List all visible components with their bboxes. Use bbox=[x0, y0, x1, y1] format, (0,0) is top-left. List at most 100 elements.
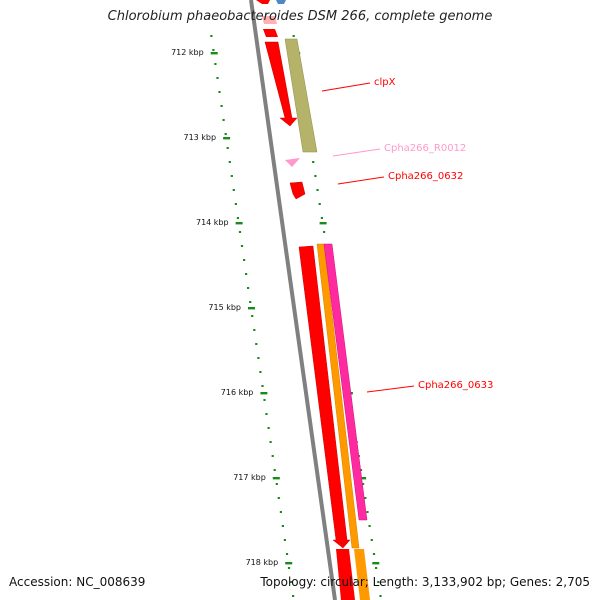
feature-top-red bbox=[256, 0, 270, 4]
gene-Cpha266_R0012 bbox=[285, 158, 300, 167]
gene-Cpha266_0633-magenta bbox=[323, 243, 368, 521]
label-Cpha266_0632[interactable]: Cpha266_0632 bbox=[388, 171, 464, 182]
ruler-dot bbox=[359, 469, 363, 471]
accession-text: Accession: NC_008639 bbox=[9, 575, 146, 589]
tick-label: 713 kbp bbox=[183, 133, 217, 142]
tick-label: 714 kbp bbox=[195, 218, 229, 227]
ruler-dot bbox=[312, 161, 315, 163]
ruler-tick-inner bbox=[285, 562, 293, 565]
ruler-dot bbox=[285, 553, 289, 555]
ruler-dot bbox=[364, 497, 367, 499]
ruler-dot bbox=[212, 49, 215, 51]
ruler-dot bbox=[314, 175, 317, 177]
callout-clpX bbox=[321, 82, 371, 92]
ruler-dot bbox=[379, 595, 382, 597]
ruler-dot bbox=[261, 385, 264, 387]
ruler-dot bbox=[249, 301, 252, 303]
ruler-dot bbox=[267, 427, 270, 429]
ruler-dot bbox=[287, 567, 291, 569]
tick-label: 715 kbp bbox=[208, 303, 241, 312]
ruler-dot bbox=[265, 413, 268, 415]
feature-top-blue bbox=[276, 0, 286, 4]
ruler-dot bbox=[320, 217, 323, 219]
ruler-dot bbox=[247, 287, 250, 289]
ruler-dot bbox=[370, 539, 373, 541]
ruler-tick-outer bbox=[372, 562, 380, 565]
genome-backbone bbox=[249, 0, 337, 600]
ruler-tick-outer bbox=[359, 477, 367, 480]
map-title: Chlorobium phaeobacteroides DSM 266, com… bbox=[107, 9, 493, 24]
ruler-dot bbox=[290, 581, 293, 583]
gene-bottom-orange bbox=[354, 549, 370, 600]
gene-Cpha266_0633-red bbox=[298, 245, 351, 549]
ruler-dot bbox=[224, 133, 227, 135]
tick-label: 716 kbp bbox=[220, 388, 254, 397]
ruler-dot bbox=[255, 343, 258, 345]
ruler-dot bbox=[257, 357, 260, 359]
ruler-tick-inner bbox=[223, 137, 231, 140]
ruler-dot bbox=[372, 553, 376, 555]
ruler-tick-inner bbox=[235, 222, 243, 225]
ruler-dot bbox=[216, 77, 219, 79]
ruler-dot bbox=[271, 455, 274, 457]
ruler-dot bbox=[214, 63, 217, 65]
ruler-dot bbox=[292, 595, 295, 597]
ruler-dot bbox=[375, 567, 378, 569]
gene-arrow-red-1 bbox=[263, 29, 278, 37]
ruler-dot bbox=[210, 35, 213, 37]
gene-Cpha266_0632 bbox=[289, 181, 306, 200]
ruler-dot bbox=[368, 525, 371, 527]
ruler-dot bbox=[269, 441, 272, 443]
ruler-dot bbox=[226, 147, 229, 149]
ruler-dot bbox=[279, 511, 282, 513]
ruler-dot bbox=[245, 273, 248, 275]
feature-top-pink bbox=[262, 16, 277, 24]
ruler-tick-inner bbox=[260, 392, 268, 395]
ruler-dot bbox=[230, 175, 233, 177]
ruler-dot bbox=[316, 189, 319, 191]
ruler-dot bbox=[240, 245, 244, 247]
label-Cpha266_0633[interactable]: Cpha266_0633 bbox=[418, 380, 494, 391]
ruler-dot bbox=[292, 35, 295, 37]
ruler-dot bbox=[234, 203, 237, 205]
ruler-dot bbox=[232, 189, 235, 191]
ruler-dot bbox=[273, 469, 276, 471]
callout-Cpha266_0633 bbox=[366, 385, 415, 393]
ruler-dot bbox=[263, 399, 266, 401]
ruler-dot bbox=[222, 119, 225, 121]
ruler-dot bbox=[236, 217, 239, 219]
ruler-inner-dots bbox=[210, 35, 295, 597]
ruler-dot bbox=[228, 161, 231, 163]
ruler-dot bbox=[283, 539, 286, 541]
ruler-tick-outer bbox=[319, 222, 327, 225]
ruler-dot bbox=[318, 203, 321, 205]
callout-Cpha266_0632 bbox=[337, 176, 385, 185]
ruler-dot bbox=[277, 497, 280, 499]
ruler-dot bbox=[281, 525, 284, 527]
label-clpX[interactable]: clpX bbox=[374, 77, 396, 88]
gene-Cpha266_0633-orange bbox=[316, 243, 360, 549]
ruler-dot bbox=[377, 581, 380, 583]
ruler-tick-inner bbox=[248, 307, 255, 310]
ruler-dot bbox=[362, 483, 365, 485]
tick-label: 717 kbp bbox=[233, 473, 266, 482]
gene-bottom-red bbox=[336, 549, 355, 600]
label-Cpha266_R0012[interactable]: Cpha266_R0012 bbox=[384, 143, 467, 154]
tick-label: 712 kbp bbox=[171, 48, 204, 57]
ruler-dot bbox=[220, 105, 223, 107]
ruler-dot bbox=[243, 259, 246, 261]
ruler-tick-inner bbox=[272, 477, 280, 480]
gene-clpX bbox=[264, 41, 298, 127]
ruler-dot bbox=[323, 231, 326, 233]
ruler-dot bbox=[218, 91, 221, 93]
tick-label: 718 kbp bbox=[245, 558, 279, 567]
genome-stats-text: Topology: circular; Length: 3,133,902 bp… bbox=[260, 575, 590, 589]
gene-khaki bbox=[284, 38, 318, 153]
ruler-dot bbox=[238, 231, 242, 233]
ruler-tick-inner bbox=[210, 52, 218, 55]
ruler-dot bbox=[251, 315, 254, 317]
ruler-dot bbox=[253, 329, 256, 331]
callout-Cpha266_R0012 bbox=[332, 148, 381, 157]
ruler-dot bbox=[259, 371, 262, 373]
